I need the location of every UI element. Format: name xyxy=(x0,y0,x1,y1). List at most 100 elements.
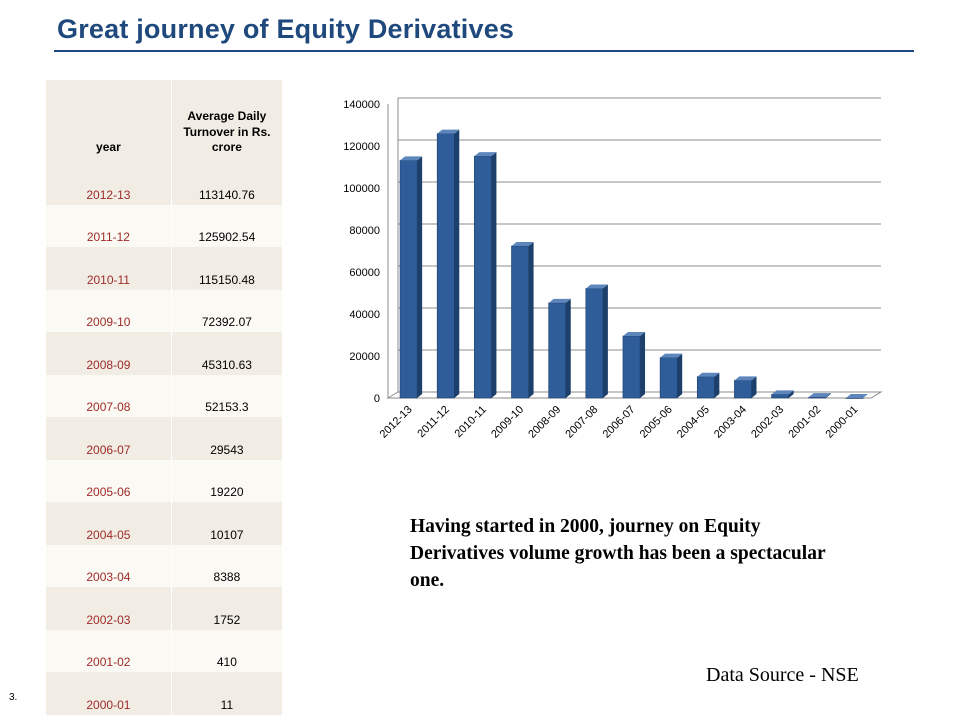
bar-front xyxy=(436,133,455,399)
x-tick-label: 2003-04 xyxy=(712,404,749,441)
bar-front xyxy=(659,357,678,399)
bar-front xyxy=(399,160,418,399)
table-cell-year: 2011-12 xyxy=(46,204,172,247)
bar xyxy=(548,298,571,399)
table-cell-year: 2006-07 xyxy=(46,417,172,460)
bar-front xyxy=(474,155,492,399)
table-cell-year: 2012-13 xyxy=(46,162,172,205)
table-cell-year: 2010-11 xyxy=(46,247,172,290)
table-row: 2012-13 113140.76 xyxy=(46,162,282,205)
table-cell-turnover: 113140.76 xyxy=(171,162,282,205)
table-cell-turnover: 115150.48 xyxy=(171,247,282,290)
y-tick-label: 40000 xyxy=(349,309,380,321)
table-cell-turnover: 72392.07 xyxy=(171,289,282,332)
slide-title: Great journey of Equity Derivatives xyxy=(57,14,515,44)
bar xyxy=(474,152,497,399)
bar-side xyxy=(565,298,571,398)
table-row: 2004-05 10107 xyxy=(46,502,282,545)
table-row: 2006-07 29543 xyxy=(46,417,282,460)
x-tick-label: 2006-07 xyxy=(601,404,638,441)
x-tick-label: 2009-10 xyxy=(489,404,526,441)
table-row: 2011-12 125902.54 xyxy=(46,204,282,247)
bar-top xyxy=(400,156,423,161)
x-tick-label: 2004-05 xyxy=(675,404,712,441)
y-tick-label: 100000 xyxy=(343,183,380,195)
bar xyxy=(696,372,720,399)
table-cell-turnover: 410 xyxy=(171,629,282,672)
bar-side xyxy=(788,390,794,398)
bar-front xyxy=(511,245,529,399)
x-tick-label: 2000-01 xyxy=(824,404,861,441)
bar-top xyxy=(585,284,608,289)
bar xyxy=(622,331,646,399)
bar-front xyxy=(808,396,827,399)
bar-side xyxy=(677,353,683,398)
table-cell-turnover: 125902.54 xyxy=(171,204,282,247)
table-cell-year: 2005-06 xyxy=(46,459,172,502)
bar-front xyxy=(622,335,641,399)
x-tick-label: 2012-13 xyxy=(378,404,415,441)
bar-side xyxy=(751,376,757,398)
table-cell-year: 2007-08 xyxy=(46,374,172,417)
x-tick-label: 2001-02 xyxy=(786,404,823,441)
bar-side xyxy=(454,129,460,398)
bar xyxy=(734,376,757,399)
bar-top xyxy=(474,152,497,157)
bar xyxy=(845,393,868,399)
data-source-label: Data Source - NSE xyxy=(706,664,859,686)
bar-front xyxy=(734,380,752,399)
bar-side xyxy=(862,393,868,398)
title-underline xyxy=(54,50,914,52)
bar xyxy=(659,353,683,399)
table-cell-year: 2004-05 xyxy=(46,502,172,545)
table-cell-turnover: 10107 xyxy=(171,502,282,545)
x-tick-label: 2007-08 xyxy=(563,404,600,441)
bar xyxy=(399,156,423,399)
x-tick-label: 2011-12 xyxy=(415,404,451,440)
bar xyxy=(808,393,831,399)
bar-front xyxy=(771,394,789,399)
table-row: 2003-04 8388 xyxy=(46,544,282,587)
bar-front xyxy=(696,376,715,399)
page-number: 3. xyxy=(9,692,18,703)
bar-front xyxy=(845,397,864,399)
table-cell-turnover: 19220 xyxy=(171,459,282,502)
bar-top xyxy=(845,393,868,398)
y-tick-label: 120000 xyxy=(343,141,380,153)
bar xyxy=(511,241,534,399)
y-tick-label: 60000 xyxy=(349,267,380,279)
table-row: 2001-02 410 xyxy=(46,629,282,672)
y-tick-label: 20000 xyxy=(349,351,380,363)
table-row: 2010-11 115150.48 xyxy=(46,247,282,290)
table-cell-year: 2008-09 xyxy=(46,332,172,375)
y-tick-label: 80000 xyxy=(349,225,380,237)
table-cell-turnover: 8388 xyxy=(171,544,282,587)
bar-side xyxy=(417,156,423,398)
table-cell-year: 2009-10 xyxy=(46,289,172,332)
table-row: 2005-06 19220 xyxy=(46,459,282,502)
table-header-turnover: Average Daily Turnover in Rs. crore xyxy=(171,80,282,162)
bar-top xyxy=(660,353,683,358)
table-row: 2009-10 72392.07 xyxy=(46,289,282,332)
summary-note: Having started in 2000, journey on Equit… xyxy=(410,516,826,591)
bar-top xyxy=(437,129,460,134)
x-tick-label: 2005-06 xyxy=(638,404,675,441)
y-tick-label: 140000 xyxy=(343,99,380,111)
x-tick-label: 2008-09 xyxy=(526,404,563,441)
table-header-year: year xyxy=(46,80,172,162)
turnover-table: year Average Daily Turnover in Rs. crore… xyxy=(46,80,282,715)
table-cell-turnover: 11 xyxy=(171,672,282,715)
bar-top xyxy=(548,298,571,303)
bar-top xyxy=(511,241,534,246)
bar-front xyxy=(585,288,604,399)
bar-side xyxy=(528,241,534,398)
bar xyxy=(436,129,460,399)
bar-top xyxy=(808,393,831,398)
bar-top xyxy=(771,390,794,395)
bar-front xyxy=(548,302,567,399)
table-row: 2007-08 52153.3 xyxy=(46,374,282,417)
table-cell-turnover: 45310.63 xyxy=(171,332,282,375)
table-cell-year: 2000-01 xyxy=(46,672,172,715)
table-cell-year: 2003-04 xyxy=(46,544,172,587)
x-tick-label: 2002-03 xyxy=(749,404,786,441)
